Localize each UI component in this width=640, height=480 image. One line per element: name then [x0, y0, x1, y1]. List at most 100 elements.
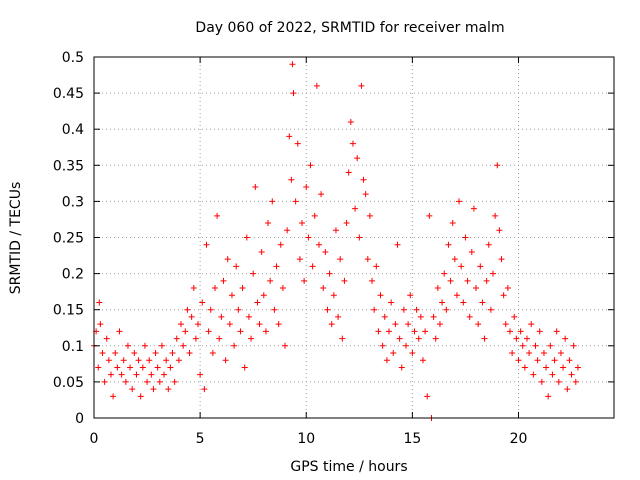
data-point: [468, 248, 475, 255]
data-point: [254, 299, 261, 306]
data-point: [398, 364, 405, 371]
data-point: [496, 227, 503, 234]
data-point: [226, 321, 233, 328]
data-point: [511, 313, 518, 320]
data-point: [345, 169, 352, 176]
data-point: [233, 263, 240, 270]
data-point: [538, 378, 545, 385]
axes: 0 0.05 0.1 0.15 0.2 0.25 0.3 0.35 0.4 0.45 0.5 0 5 10…: [53, 50, 614, 447]
data-point: [103, 335, 110, 342]
data-point: [415, 335, 422, 342]
data-point: [521, 364, 528, 371]
data-point: [237, 328, 244, 335]
y-tick-label: 0: [75, 411, 84, 427]
data-point: [485, 241, 492, 248]
data-point: [377, 292, 384, 299]
data-point: [441, 270, 448, 277]
data-point: [301, 277, 308, 284]
data-point: [519, 342, 526, 349]
data-point: [426, 212, 433, 219]
data-point: [324, 306, 331, 313]
data-point: [150, 386, 157, 393]
data-point: [144, 378, 151, 385]
data-point: [110, 393, 117, 400]
data-point: [570, 342, 577, 349]
data-point: [394, 241, 401, 248]
data-point: [235, 306, 242, 313]
data-point: [400, 306, 407, 313]
data-point: [490, 270, 497, 277]
data-point: [369, 277, 376, 284]
data-point: [375, 328, 382, 335]
data-point: [156, 378, 163, 385]
data-point: [453, 292, 460, 299]
data-point: [434, 285, 441, 292]
data-point: [443, 306, 450, 313]
data-point: [146, 357, 153, 364]
data-point: [445, 241, 452, 248]
y-tick-label: 0.4: [62, 122, 84, 138]
data-point: [383, 357, 390, 364]
data-point: [534, 357, 541, 364]
data-point: [114, 364, 121, 371]
y-tick-label: 0.45: [53, 86, 84, 102]
data-point: [517, 328, 524, 335]
y-tick-label: 0.2: [62, 267, 84, 283]
data-point: [320, 285, 327, 292]
data-point: [388, 299, 395, 306]
data-point: [504, 285, 511, 292]
data-point: [267, 277, 274, 284]
x-tick-label: 20: [510, 431, 528, 447]
data-point: [209, 350, 216, 357]
data-point: [307, 162, 314, 169]
data-point: [289, 61, 296, 68]
data-point: [241, 364, 248, 371]
data-point: [451, 256, 458, 263]
data-point: [239, 285, 246, 292]
data-point: [436, 321, 443, 328]
data-point: [543, 364, 550, 371]
data-point: [148, 371, 155, 378]
data-point: [211, 285, 218, 292]
data-point: [303, 183, 310, 190]
data-point: [165, 386, 172, 393]
data-point: [116, 328, 123, 335]
data-point: [214, 212, 221, 219]
data-point: [574, 364, 581, 371]
data-point: [97, 321, 104, 328]
data-point: [250, 270, 257, 277]
data-point: [460, 299, 467, 306]
data-point: [326, 270, 333, 277]
data-point: [498, 256, 505, 263]
data-point: [366, 212, 373, 219]
data-point: [553, 328, 560, 335]
data-point: [265, 220, 272, 227]
data-point: [492, 212, 499, 219]
data-point: [201, 386, 208, 393]
data-point: [107, 371, 114, 378]
data-point: [252, 183, 259, 190]
data-point: [475, 321, 482, 328]
data-point: [269, 198, 276, 205]
data-point: [352, 205, 359, 212]
data-point: [464, 277, 471, 284]
data-point: [473, 285, 480, 292]
data-point: [335, 313, 342, 320]
data-point: [479, 299, 486, 306]
data-point: [192, 335, 199, 342]
data-point: [178, 321, 185, 328]
data-point: [540, 350, 547, 357]
data-point: [483, 277, 490, 284]
data-point: [343, 220, 350, 227]
data-point: [447, 277, 454, 284]
x-axis-label: GPS time / hours: [290, 459, 407, 475]
data-point: [466, 313, 473, 320]
data-point: [137, 393, 144, 400]
data-point: [282, 342, 289, 349]
data-point: [458, 263, 465, 270]
data-point: [216, 335, 223, 342]
data-point: [231, 342, 238, 349]
data-point: [528, 321, 535, 328]
data-point: [549, 371, 556, 378]
data-point: [258, 248, 265, 255]
